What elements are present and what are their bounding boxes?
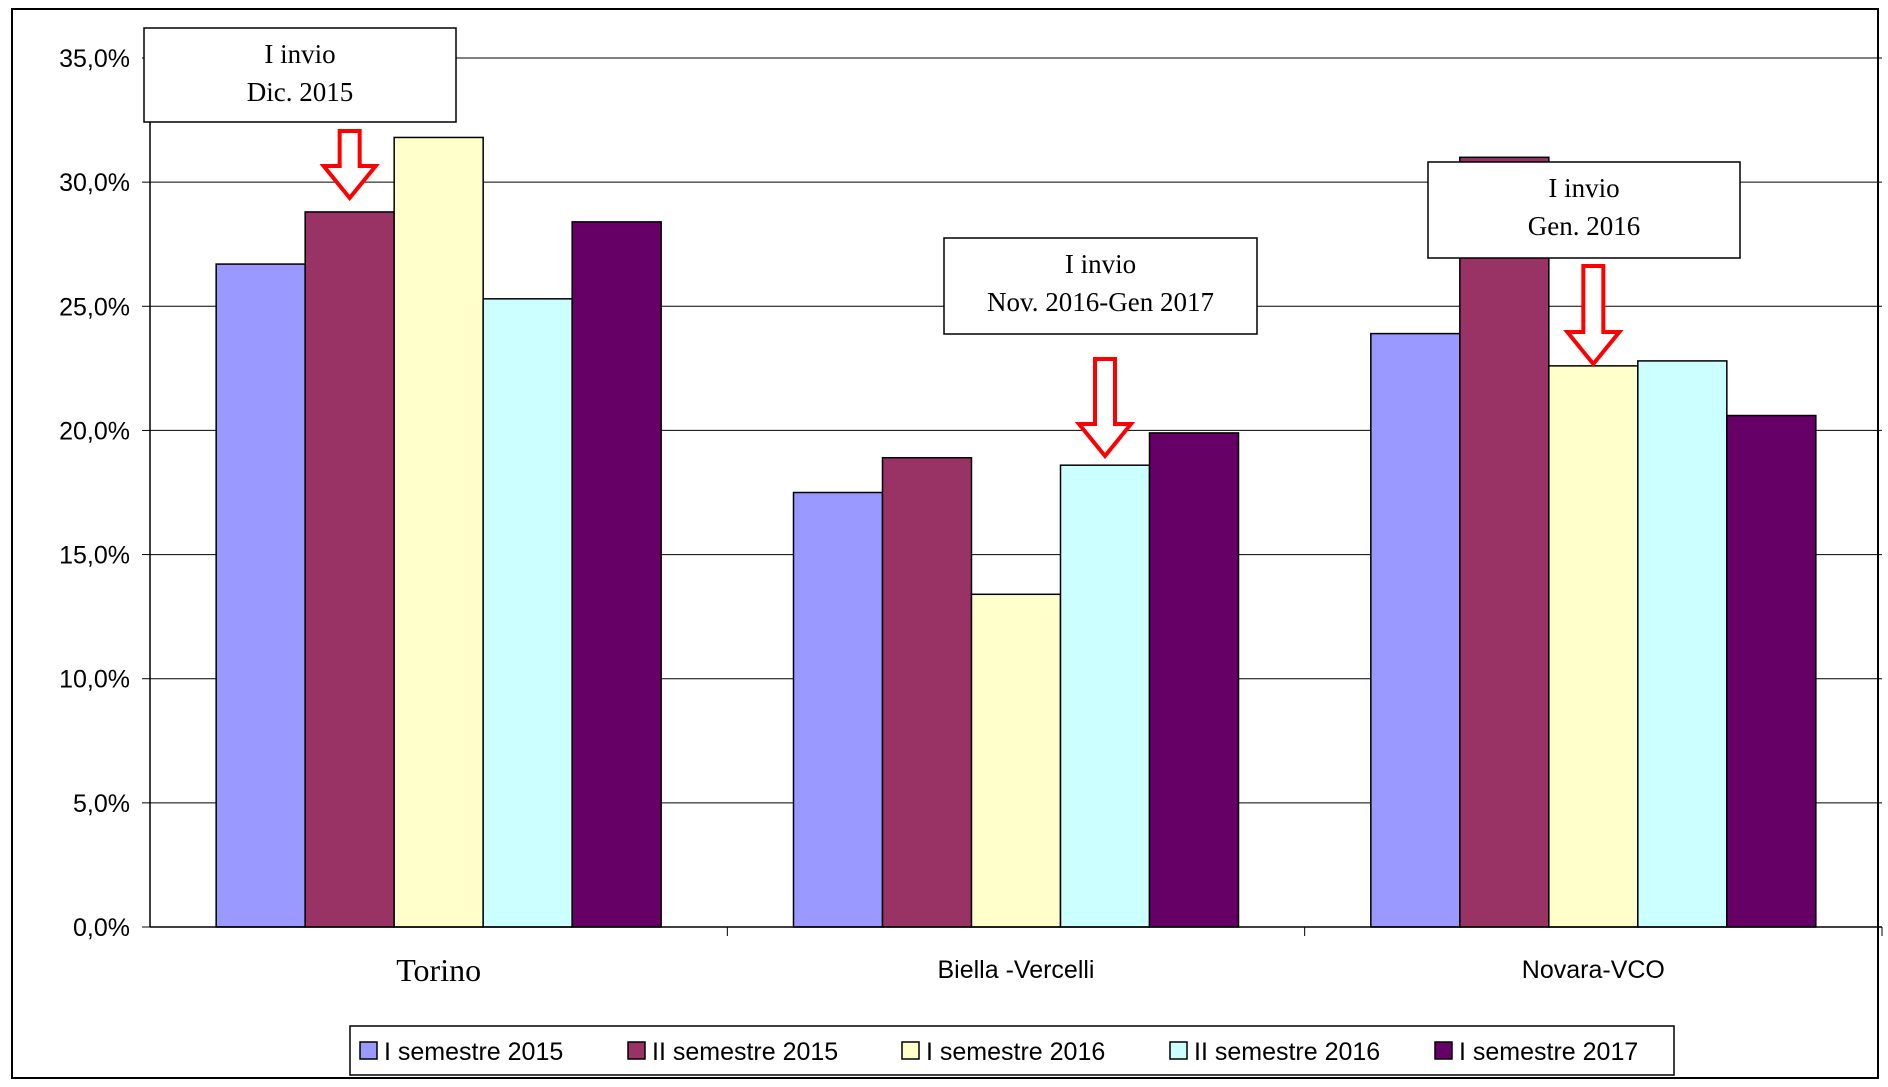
- legend-swatch: [627, 1041, 646, 1060]
- bar: [215, 263, 306, 928]
- legend-label: II semestre 2015: [652, 1038, 838, 1066]
- y-tick-label: 25,0%: [59, 293, 130, 321]
- legend: I semestre 2015 II semestre 2015 I semestr…: [349, 1025, 1675, 1076]
- y-tick-label: 0,0%: [73, 914, 130, 942]
- legend-swatch: [1169, 1041, 1188, 1060]
- legend-label: I semestre 2015: [384, 1038, 563, 1066]
- bar: [881, 456, 973, 928]
- bar: [1059, 464, 1151, 928]
- bar: [792, 491, 884, 928]
- x-tick-label: Biella -Vercelli: [937, 956, 1094, 984]
- y-tick-label: 15,0%: [59, 542, 130, 570]
- legend-box: [349, 1025, 1675, 1076]
- bar: [393, 136, 484, 928]
- legend-label: I semestre 2017: [1459, 1038, 1638, 1066]
- annotation-box: [1427, 161, 1741, 259]
- annotation-text: I invio: [1548, 173, 1619, 203]
- bar: [1548, 365, 1639, 928]
- annotation-box: [143, 27, 457, 123]
- bar: [1459, 156, 1550, 928]
- legend-label: I semestre 2016: [926, 1038, 1105, 1066]
- bar: [482, 298, 573, 928]
- legend-swatch: [901, 1041, 920, 1060]
- annotation-box: [943, 237, 1258, 335]
- annotation-text: Dic. 2015: [247, 77, 353, 107]
- bar: [970, 593, 1062, 928]
- bar: [1148, 432, 1240, 928]
- bar: [1370, 332, 1461, 928]
- y-tick-label: 10,0%: [59, 666, 130, 694]
- y-tick-label: 30,0%: [59, 169, 130, 197]
- annotation-arrow: [319, 129, 380, 202]
- y-tick-label: 35,0%: [59, 45, 130, 73]
- legend-swatch: [359, 1041, 378, 1060]
- bar: [571, 221, 662, 928]
- bars: [215, 136, 1817, 928]
- annotation-text: Nov. 2016-Gen 2017: [987, 287, 1214, 317]
- bar: [304, 211, 395, 928]
- legend-swatch: [1434, 1041, 1453, 1060]
- annotation-arrow: [1563, 264, 1624, 368]
- y-tick-label: 5,0%: [73, 790, 130, 818]
- annotation-text: I invio: [264, 39, 335, 69]
- annotation-text: I invio: [1065, 249, 1136, 279]
- annotation-text: Gen. 2016: [1528, 211, 1640, 241]
- x-tick-label: Novara-VCO: [1522, 956, 1665, 984]
- annotations: I invio Dic. 2015 I invio Nov. 2016-Gen 201…: [143, 27, 1741, 460]
- y-tick-label: 20,0%: [59, 417, 130, 445]
- axes: 0,0% 5,0% 10,0% 15,0% 20,0% 25,0% 30,0% 35,0% To…: [59, 45, 1883, 988]
- bar: [1637, 360, 1728, 928]
- annotation-arrow: [1074, 357, 1136, 460]
- legend-label: II semestre 2016: [1194, 1038, 1380, 1066]
- x-tick-label: Torino: [396, 952, 481, 988]
- bar: [1726, 414, 1817, 928]
